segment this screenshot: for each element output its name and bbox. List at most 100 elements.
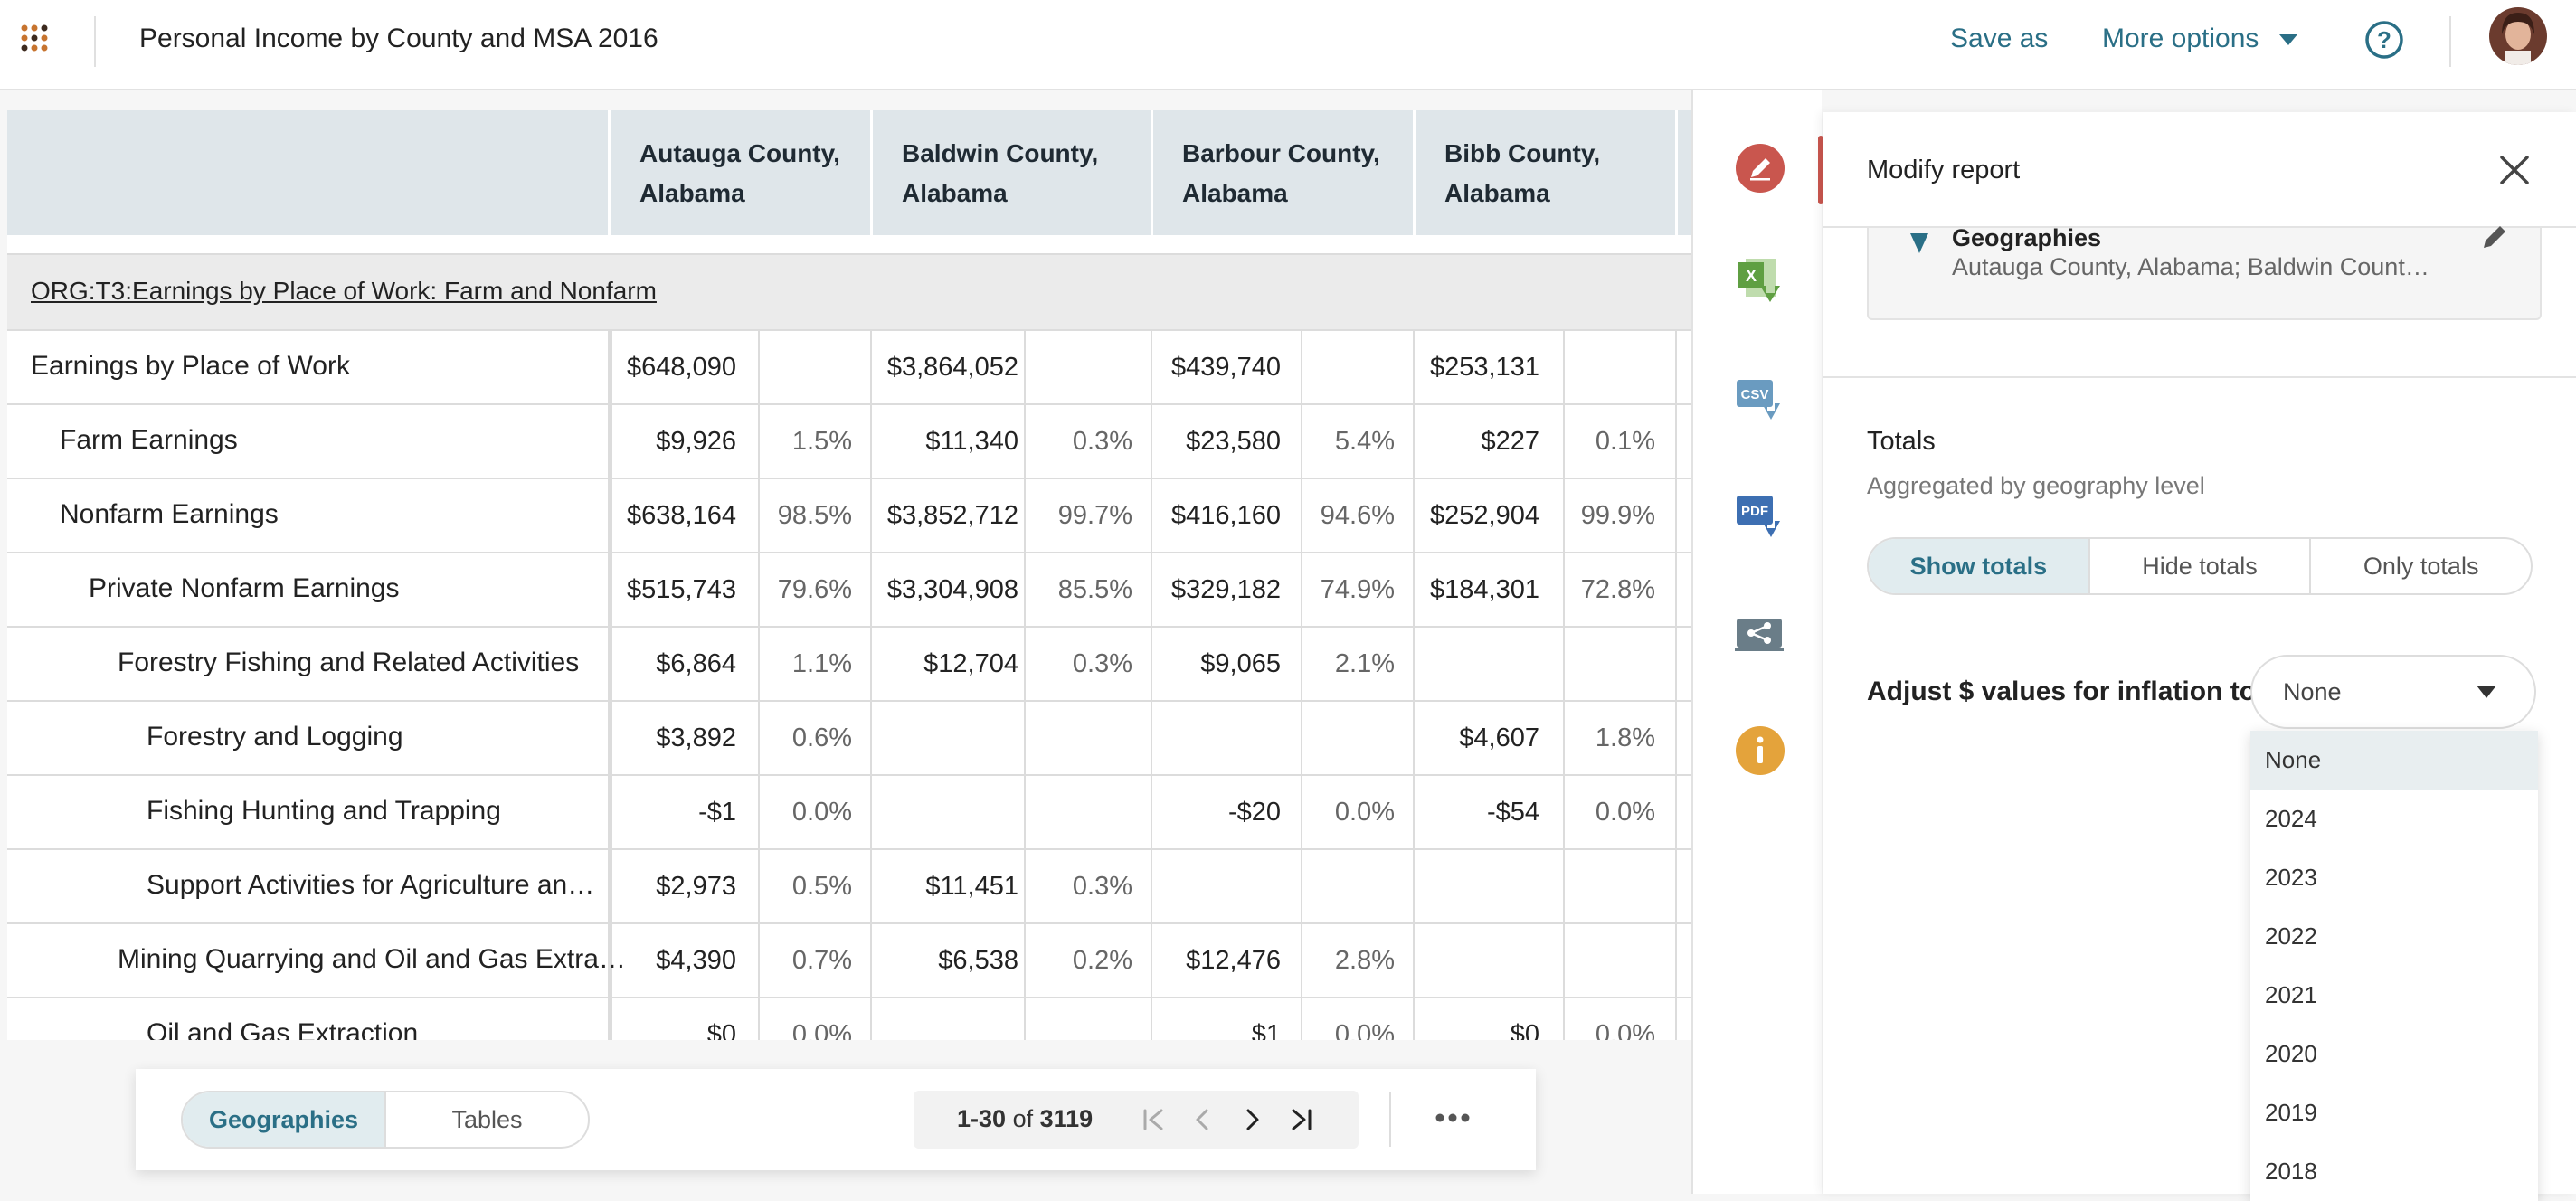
pdf-icon[interactable]: PDF [1733, 488, 1787, 543]
column-divider [608, 479, 612, 552]
table-row: Forestry and Logging $3,892 0.6% $4,607 1.8% [7, 700, 1691, 774]
column-divider [870, 850, 872, 922]
column-divider [608, 628, 612, 700]
show-totals-option[interactable]: Show totals [1869, 539, 2088, 593]
dropdown-option[interactable]: 2019 [2265, 1099, 2317, 1126]
column-divider [1024, 776, 1026, 848]
value-cell: $227 [1481, 427, 1539, 456]
row-label[interactable]: Private Nonfarm Earnings [89, 573, 400, 603]
dropdown-option[interactable]: 2020 [2265, 1040, 2317, 1067]
column-header[interactable]: Bibb County, Alabama [1413, 110, 1675, 235]
only-totals-option[interactable]: Only totals [2309, 539, 2531, 593]
section-title-row[interactable]: ORG:T3:Earnings by Place of Work: Farm a… [7, 253, 1691, 329]
percent-cell: 0.2% [1072, 946, 1132, 975]
row-label[interactable]: Forestry Fishing and Related Activities [118, 648, 580, 677]
column-divider [1675, 628, 1677, 700]
percent-cell: 85.5% [1057, 575, 1132, 604]
value-cell: -$54 [1486, 798, 1539, 827]
column-header[interactable]: Autauga County, Alabama [608, 110, 870, 235]
column-divider [870, 998, 872, 1040]
app-grid-icon[interactable] [20, 24, 52, 56]
info-icon[interactable] [1733, 723, 1787, 778]
excel-icon[interactable]: X [1733, 253, 1787, 307]
tables-tab[interactable]: Tables [384, 1092, 588, 1147]
percent-cell: 98.5% [777, 501, 852, 530]
column-divider [1151, 479, 1152, 552]
column-header[interactable]: Barbour County, Alabama [1151, 110, 1413, 235]
svg-text:PDF: PDF [1741, 504, 1768, 519]
column-divider [1151, 331, 1152, 403]
hide-totals-option[interactable]: Hide totals [2088, 539, 2310, 593]
value-cell: $416,160 [1171, 501, 1281, 530]
share-icon[interactable] [1733, 606, 1787, 660]
row-label[interactable]: Forestry and Logging [147, 722, 403, 752]
save-as-button[interactable]: Save as [1950, 24, 2049, 53]
geographies-card[interactable]: Geographies Autauga County, Alabama; Bal… [1867, 224, 2542, 320]
column-divider [1024, 702, 1026, 774]
csv-icon[interactable]: CSV [1733, 371, 1787, 425]
row-label[interactable]: Support Activities for Agriculture an… [147, 870, 595, 900]
column-divider [870, 331, 872, 403]
column-divider [1151, 702, 1152, 774]
column-divider [758, 628, 760, 700]
dropdown-option[interactable]: 2022 [2265, 922, 2317, 950]
close-icon[interactable] [2496, 152, 2533, 188]
pagination: 1-30 of 3119 [914, 1091, 1359, 1149]
more-options-icon[interactable] [1433, 1100, 1473, 1136]
column-divider [1675, 998, 1677, 1040]
value-cell: $6,864 [656, 649, 736, 678]
percent-cell: 72.8% [1580, 575, 1655, 604]
row-label[interactable]: Fishing Hunting and Trapping [147, 796, 501, 826]
avatar[interactable] [2489, 7, 2547, 65]
row-label[interactable]: Earnings by Place of Work [31, 351, 350, 381]
previous-page-icon[interactable] [1187, 1103, 1219, 1136]
value-cell: $11,451 [925, 872, 1018, 901]
last-page-icon[interactable] [1284, 1103, 1317, 1136]
value-cell: $12,704 [923, 649, 1018, 678]
dropdown-option[interactable]: 2021 [2265, 981, 2317, 1008]
column-divider [1301, 331, 1302, 403]
more-options-button[interactable]: More options [2102, 24, 2297, 54]
value-cell: -$20 [1227, 798, 1281, 827]
dropdown-option[interactable]: 2023 [2265, 864, 2317, 891]
geographies-tab[interactable]: Geographies [183, 1092, 384, 1147]
column-header[interactable]: Baldwin County, Alabama [870, 110, 1151, 235]
column-divider [608, 405, 612, 478]
column-divider [1563, 998, 1565, 1040]
column-divider [1675, 405, 1677, 478]
column-divider [1563, 924, 1565, 997]
geographies-value: Autauga County, Alabama; Baldwin Count… [1952, 253, 2429, 280]
column-divider [1413, 479, 1415, 552]
column-divider [1413, 405, 1415, 478]
value-cell: $329,182 [1171, 575, 1281, 604]
column-divider [758, 850, 760, 922]
column-divider [870, 924, 872, 997]
edit-pencil-icon[interactable] [2480, 222, 2509, 251]
pencil-icon[interactable] [1733, 141, 1787, 195]
dropdown-option[interactable]: 2018 [2265, 1158, 2317, 1185]
percent-cell: 0.3% [1072, 427, 1132, 456]
dropdown-option[interactable]: 2024 [2265, 805, 2317, 832]
column-divider [1024, 628, 1026, 700]
value-cell: $9,065 [1200, 649, 1281, 678]
next-page-icon[interactable] [1236, 1103, 1268, 1136]
row-label[interactable]: Oil and Gas Extraction [147, 1018, 419, 1040]
divider [1823, 226, 2576, 228]
table-header-row: Autauga County, Alabama Baldwin County, … [7, 110, 1691, 235]
row-label[interactable]: Mining Quarrying and Oil and Gas Extra… [118, 944, 626, 974]
inflation-select[interactable]: None [2250, 655, 2536, 729]
page-title: Personal Income by County and MSA 2016 [139, 24, 658, 53]
column-divider [1563, 331, 1565, 403]
row-label[interactable]: Farm Earnings [60, 425, 238, 455]
column-divider [758, 553, 760, 626]
column-divider [1563, 702, 1565, 774]
percent-cell: 0.6% [791, 723, 852, 752]
help-icon[interactable]: ? [2364, 20, 2404, 60]
row-label[interactable]: Nonfarm Earnings [60, 499, 279, 529]
geographies-label: Geographies [1952, 224, 2102, 251]
svg-text:?: ? [2377, 26, 2391, 53]
first-page-icon[interactable] [1138, 1103, 1170, 1136]
dropdown-option[interactable]: None [2250, 731, 2538, 790]
percent-cell: 0.0% [1334, 1020, 1395, 1040]
percent-cell: 0.0% [1595, 1020, 1655, 1040]
